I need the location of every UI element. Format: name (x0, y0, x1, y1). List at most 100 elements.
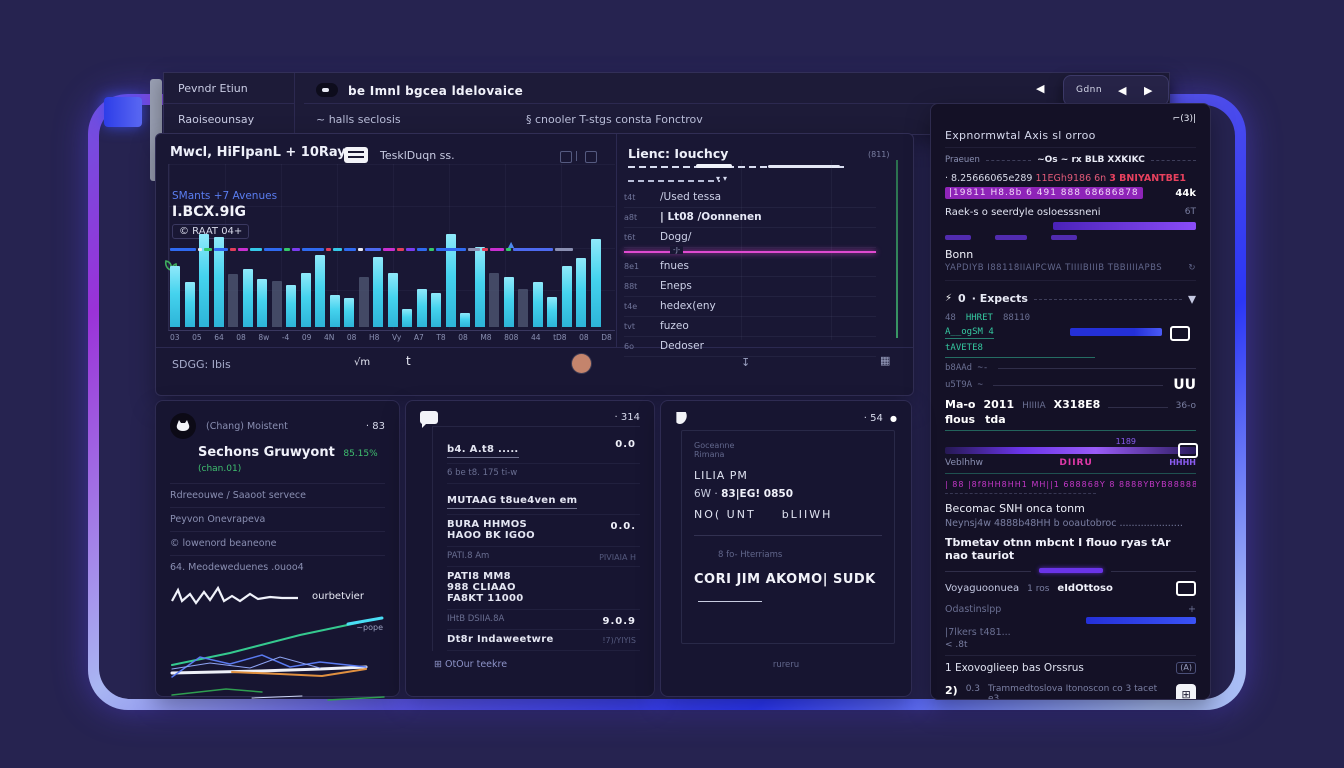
back-button[interactable]: ◀ (1036, 82, 1045, 95)
label: Odastinslpp (945, 604, 1002, 615)
summary-fraction: 0.3 (965, 684, 981, 694)
message-item[interactable]: Dt8r Indaweetwre !7)/YIYIS (447, 630, 640, 651)
report-row[interactable]: 1 Exovoglieep bas Orssrus (A) (945, 662, 1196, 674)
line-series-tangle-light (171, 656, 321, 670)
journey-item[interactable]: 88t Eneps (624, 277, 876, 297)
chart-view-controls[interactable] (560, 151, 597, 163)
status-row[interactable]: Peyvon Onevrapeva (170, 507, 385, 531)
label: Ma-o (945, 398, 976, 411)
messages-badge[interactable]: · 314 (614, 412, 640, 423)
refresh-icon[interactable]: ↻ (1188, 263, 1196, 273)
messages-footer-link[interactable]: ⊞ OtOur teekre (434, 659, 508, 670)
notes-badge[interactable]: · 54 ● (864, 413, 897, 424)
download-icon[interactable]: ↧ (741, 356, 751, 369)
code-token-link[interactable]: A__ogSM 4 (945, 327, 994, 339)
value: tda (985, 413, 1006, 426)
strip-segment (326, 248, 331, 251)
muted-value: HIIIIA (1022, 401, 1046, 411)
chip (995, 235, 1027, 240)
chart-bar (242, 269, 253, 327)
status-row-list: Rdreeouwe / Saaoot servece Peyvon Onevrap… (170, 483, 385, 579)
journey-item[interactable]: t4e hedex(eny (624, 297, 876, 317)
message-item[interactable]: b4. A.t8 ..... 0.0 (447, 433, 640, 464)
repo-avatar-icon[interactable] (170, 413, 196, 439)
line-series-amber (231, 668, 367, 678)
message-item[interactable]: PATI8 MM8 988 CLIAAO FA8KT 11000 (447, 567, 640, 610)
chip-row (945, 235, 1196, 240)
panel-badge[interactable]: ⌐(3)| (1172, 114, 1196, 124)
journey-item-code: tvt (624, 321, 636, 331)
chart-bar (503, 277, 514, 327)
note-body[interactable]: Goceanne Rimana LILIA PM 6W · 83|EG! 085… (681, 430, 895, 644)
journey-item[interactable]: t4t/Used tessa (624, 188, 876, 208)
subsection-title: Bonn (945, 248, 974, 261)
message-meta: PIVIAIA H (599, 553, 636, 562)
journey-item[interactable]: 8e1 fnues (624, 257, 876, 277)
journey-item-code: 6o (624, 341, 634, 351)
copy-icon[interactable] (1176, 581, 1196, 596)
message-item[interactable]: PATI.8 Am PIVIAIA H (447, 547, 640, 567)
tab-console[interactable]: § cnooler T-stgs consta Fonctrov (526, 113, 703, 126)
journey-item-code: t6t (624, 232, 636, 242)
tab-halls[interactable]: ~ halls seclosis (316, 113, 401, 126)
metric-row: Odastinslpp + (945, 604, 1196, 615)
label: flous (945, 413, 976, 426)
x-tick-label: M8 (480, 333, 492, 342)
message-subtext: PATI.8 Am (447, 551, 490, 561)
status-card-badge[interactable]: · 83 (365, 420, 385, 432)
code-row: A__ogSM 4 (945, 327, 1196, 339)
message-item[interactable]: BURA HHMOS HAOO BK IGOO 0.0. (447, 515, 640, 547)
next-button[interactable]: ▶ (1144, 84, 1153, 97)
journey-item[interactable]: t6t Dogg/ (624, 228, 876, 248)
brand-line-1: Pevndr Etiun (178, 82, 248, 95)
code-text-error: 3 BNIYANTBE1 (1109, 173, 1186, 184)
chart-bar (213, 237, 224, 327)
expects-header[interactable]: ⚡ 0 · Expects ▾ (945, 289, 1196, 308)
sparkline-label: ourbetvier (312, 590, 364, 602)
x-tick-label: 64 (214, 333, 224, 342)
blue-progress-bar (1070, 328, 1162, 336)
journey-item[interactable]: 6o Dedoser (624, 337, 876, 357)
message-item[interactable]: IHtB DSIIA.8A 9.0.9 (447, 610, 640, 630)
status-row[interactable]: © lowenord beaneone (170, 531, 385, 555)
copy-icon[interactable] (1178, 443, 1198, 458)
line-series-trend-green (171, 618, 377, 666)
journey-item-label: hedex(eny (660, 300, 716, 312)
prev-button[interactable]: ◀ (1118, 84, 1127, 97)
note-text: bLIIWH (781, 508, 833, 521)
legend-link[interactable]: SMants +7 Avenues (172, 190, 278, 202)
message-item[interactable]: 6 be t8. 175 ti-w (447, 464, 640, 484)
user-avatar[interactable] (572, 354, 591, 373)
code-row: u5T9A ~ UU (945, 377, 1196, 393)
journey-dash-row (628, 180, 720, 182)
brand-line-2[interactable]: Raoiseounsay (178, 113, 255, 126)
footer-cursor-icon[interactable]: t (406, 354, 411, 368)
strip-segment (238, 248, 248, 251)
strip-segment (170, 248, 196, 251)
annotation-icon[interactable]: (A) (1176, 662, 1196, 674)
strip-segment (429, 248, 434, 251)
chart-bar (271, 281, 282, 327)
layer-icon[interactable] (1170, 326, 1190, 341)
journey-item[interactable]: tvt fuzeo (624, 317, 876, 337)
chip (945, 235, 971, 240)
chart-subtitle: TesklDuqn ss. (380, 149, 455, 162)
chevron-down-icon[interactable]: ▾ (1187, 289, 1196, 308)
plus-icon[interactable]: + (1188, 604, 1196, 615)
range-dropdown[interactable]: © RAAT 04+ (172, 224, 250, 239)
note-text: NO( UNT (694, 508, 756, 521)
x-tick-label: 8w (258, 333, 270, 342)
legend-big-number: I.BCX.9IG (172, 204, 247, 220)
bar-chart (170, 167, 612, 327)
journey-item[interactable]: a8t | Lt08 /Oonnenen (624, 208, 876, 228)
status-row: Veblhhw DIIRU HHHH (945, 458, 1196, 474)
message-item[interactable]: MUTAAG t8ue4ven em (447, 484, 640, 515)
chart-bar (344, 298, 354, 327)
footer-formula-icon[interactable]: √m (354, 357, 371, 368)
app-logo-icon (316, 83, 338, 97)
status-row[interactable]: 64. Meodeweduenes .ouoo4 (170, 555, 385, 579)
line-fill (992, 384, 1164, 386)
grid-view-icon[interactable]: ▦ (880, 354, 891, 367)
status-row[interactable]: Rdreeouwe / Saaoot servece (170, 483, 385, 507)
open-grid-button[interactable]: ⊞ (1176, 684, 1196, 699)
